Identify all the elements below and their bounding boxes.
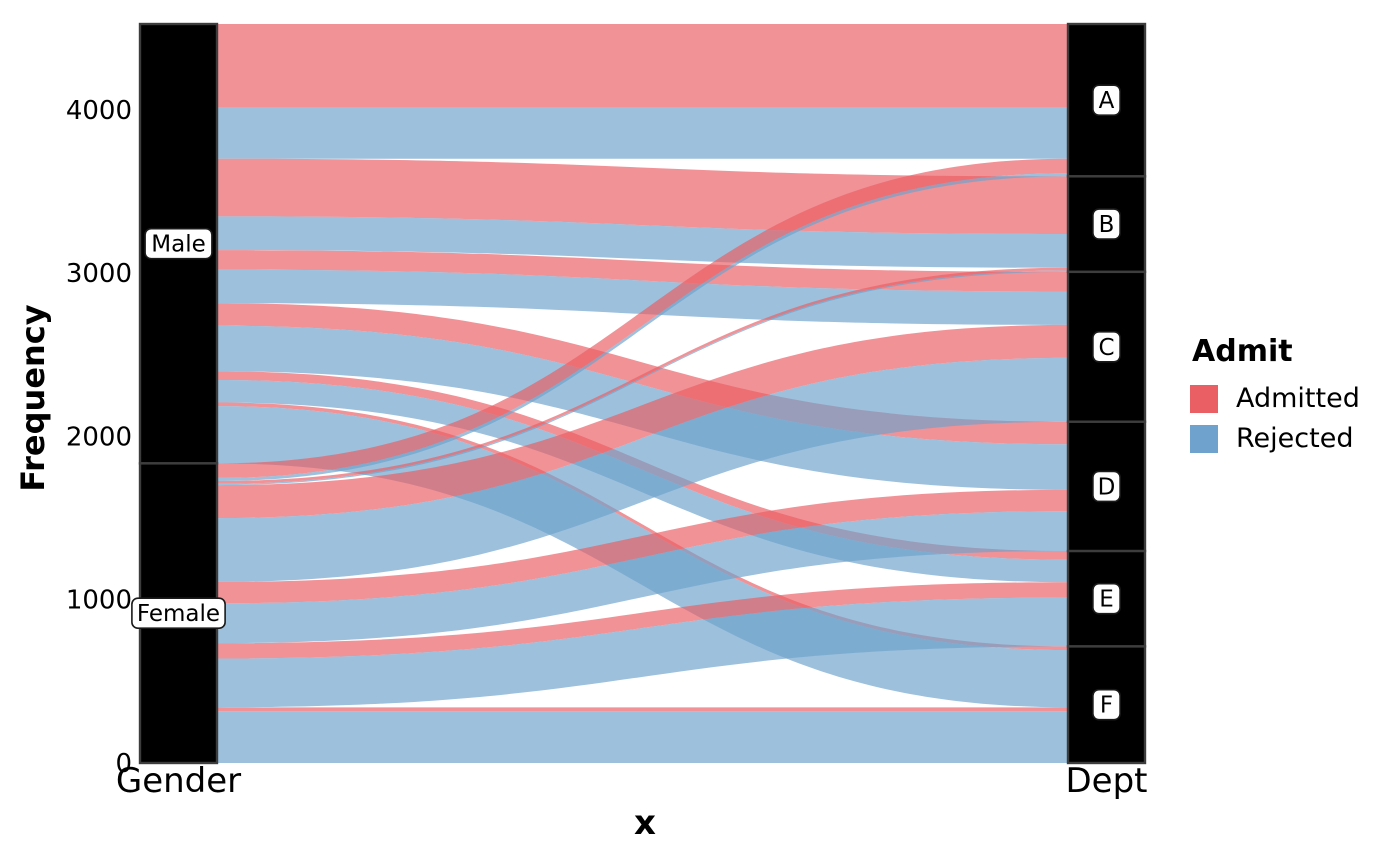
y-tick-1000: 1000 xyxy=(66,586,132,616)
stratum-dept-d-label: D xyxy=(1098,474,1116,500)
strata-labels: Male Female A B C D E F xyxy=(131,84,1121,721)
flow-female-c-rejected xyxy=(217,357,1068,582)
flow-male-a-rejected xyxy=(217,107,1068,159)
stratum-dept-b-label-box xyxy=(1092,208,1121,240)
y-tick-3000: 3000 xyxy=(66,259,132,289)
flow-female-b-admitted xyxy=(217,267,1068,484)
flow-female-c-admitted xyxy=(217,324,1068,519)
x-axis-label-gender: Gender xyxy=(116,761,241,801)
stratum-dept-a-label-box xyxy=(1092,84,1121,116)
x-axis-labels: Gender Dept xyxy=(116,761,1148,801)
stratum-dept-e-label: E xyxy=(1099,587,1114,613)
stratum-female-label: Female xyxy=(137,601,220,627)
flow-male-f-admitted xyxy=(217,402,1068,651)
y-axis-ticks: 0 1000 2000 3000 4000 xyxy=(66,96,132,779)
stratum-male-label: Male xyxy=(151,232,205,258)
flow-female-f-admitted xyxy=(217,707,1068,712)
admitted-color-swatch xyxy=(1190,384,1218,413)
flow-female-a-rejected xyxy=(217,173,1068,482)
legend-label-rejected: Rejected xyxy=(1236,423,1354,454)
y-axis-title: Frequency xyxy=(14,304,52,492)
rejected-color-swatch xyxy=(1190,424,1218,453)
flow-female-d-rejected xyxy=(217,511,1068,644)
stratum-dept-c-label: C xyxy=(1098,335,1114,361)
legend-item-admitted: Admitted xyxy=(1190,383,1360,414)
flow-female-b-rejected xyxy=(217,270,1068,486)
flow-female-e-admitted xyxy=(217,582,1068,659)
stratum-male-label-box xyxy=(144,227,213,260)
stratum-dept-e-label-box xyxy=(1092,582,1121,615)
alluvial-flows xyxy=(217,24,1068,763)
flow-male-d-admitted xyxy=(217,303,1068,445)
flow-female-a-admitted xyxy=(217,158,1068,478)
stratum-dept-f-label: F xyxy=(1100,693,1113,719)
stratum-dept-c-label-box xyxy=(1092,330,1121,363)
stratum-dept-a-label: A xyxy=(1099,88,1115,114)
flow-male-c-admitted xyxy=(217,250,1068,292)
flow-male-a-admitted xyxy=(217,24,1068,108)
flow-female-f-rejected xyxy=(217,711,1068,763)
legend-title: Admit xyxy=(1192,334,1293,369)
flow-female-d-admitted xyxy=(217,489,1068,604)
flow-female-e-rejected xyxy=(217,597,1068,708)
legend-item-rejected: Rejected xyxy=(1190,423,1360,454)
x-axis-title: x xyxy=(634,803,656,843)
legend: Admit Admitted Rejected xyxy=(1190,334,1360,463)
flow-male-b-rejected xyxy=(217,216,1068,268)
flow-male-b-admitted xyxy=(217,158,1068,234)
x-axis-label-dept: Dept xyxy=(1065,761,1147,801)
y-tick-0: 0 xyxy=(115,749,132,779)
stratum-dept-d-label-box xyxy=(1092,470,1121,503)
stratum-dept-b-label: B xyxy=(1099,212,1115,238)
flow-male-c-rejected xyxy=(217,269,1068,325)
y-tick-2000: 2000 xyxy=(66,422,132,452)
stratum-dept-f-label-box xyxy=(1092,688,1121,721)
y-tick-4000: 4000 xyxy=(66,96,132,126)
legend-label-admitted: Admitted xyxy=(1236,383,1360,414)
stratum-female-label-box xyxy=(131,597,226,630)
